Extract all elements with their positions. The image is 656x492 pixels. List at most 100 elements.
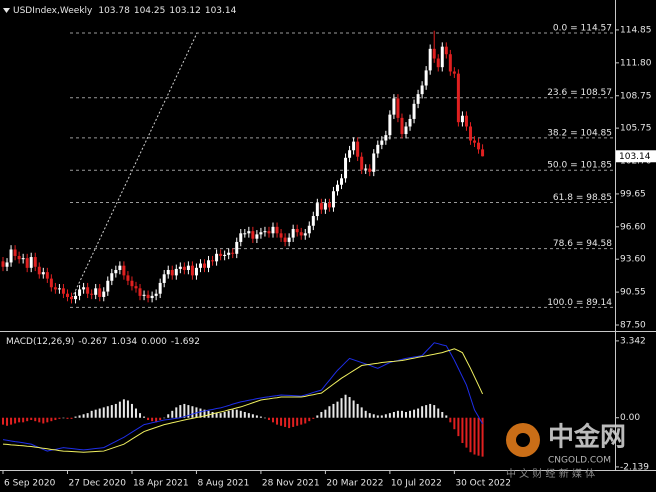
macd-histogram-bar: [6, 417, 9, 426]
candle-body: [291, 228, 295, 238]
macd-histogram-bar: [308, 417, 311, 422]
macd-histogram-bar: [38, 417, 41, 423]
candle-body: [134, 286, 138, 289]
macd-histogram-bar: [263, 417, 266, 419]
macd-histogram-bar: [171, 410, 174, 418]
macd-histogram-bar: [14, 417, 17, 424]
candle-body: [412, 103, 416, 119]
macd-histogram-bar: [453, 417, 456, 430]
candle-body: [368, 168, 372, 172]
macd-histogram-bar: [90, 410, 93, 418]
macd-histogram-bar: [134, 408, 137, 418]
candle-body: [90, 293, 94, 295]
macd-histogram-bar: [409, 410, 412, 418]
candle-body: [170, 269, 174, 276]
candle-body: [477, 142, 481, 150]
macd-histogram-bar: [167, 414, 170, 418]
candle-body: [456, 73, 460, 123]
macd-histogram-bar: [223, 411, 226, 418]
candle-body: [65, 293, 69, 297]
macd-histogram-bar: [392, 411, 395, 418]
candle-body: [364, 168, 368, 170]
readout: 1.034: [111, 337, 137, 347]
macd-histogram-bar: [417, 408, 420, 418]
watermark-brand: 中金网: [548, 422, 626, 453]
fib-label: 0.0 = 114.57: [553, 23, 612, 33]
macd-histogram-bar: [207, 410, 210, 418]
macd-line: [2, 342, 484, 452]
candle-body: [279, 233, 283, 238]
fib-label: 50.0 = 101.85: [547, 161, 612, 171]
candle-body: [49, 278, 53, 288]
macd-histogram-bar: [272, 417, 275, 423]
macd-histogram-bar: [296, 417, 299, 426]
candle-body: [473, 140, 477, 143]
macd-histogram-bar: [384, 414, 387, 418]
macd-histogram-bar: [219, 413, 222, 418]
readout: -0.267: [78, 337, 107, 347]
macd-histogram-bar: [340, 398, 343, 418]
candle-body: [21, 258, 25, 260]
candle-body: [299, 232, 303, 236]
macd-histogram-bar: [130, 403, 133, 418]
candle-body: [130, 280, 134, 287]
macd-histogram-bar: [78, 415, 81, 418]
macd-histogram-bar: [433, 405, 436, 418]
candle-body: [319, 203, 323, 210]
ohlc-low: 103.12: [169, 6, 201, 16]
candle-body: [53, 287, 57, 290]
candle-body: [315, 203, 319, 217]
macd-histogram-bar: [352, 400, 355, 418]
macd-histogram-bar: [368, 413, 371, 418]
candle-body: [468, 126, 472, 141]
macd-histogram-bar: [139, 413, 142, 418]
macd-histogram-bar: [304, 417, 307, 424]
candle-body: [203, 263, 206, 268]
candle-body: [396, 98, 400, 118]
macd-histogram-bar: [110, 405, 113, 418]
candle-body: [78, 289, 82, 296]
candle-body: [122, 265, 126, 276]
candle-body: [45, 272, 49, 279]
y-tick-label: 90.55: [620, 288, 646, 298]
candle-body: [247, 231, 251, 234]
macd-histogram-bar: [34, 417, 37, 422]
macd-histogram-bar: [332, 403, 335, 418]
candle-body: [388, 114, 392, 136]
watermark-site: CNGOLD.COM: [548, 456, 611, 466]
last-price-label: 103.14: [619, 152, 651, 162]
candle-body: [13, 249, 17, 256]
candle-body: [190, 265, 194, 276]
macd-histogram-bar: [376, 415, 379, 418]
candle-body: [303, 233, 307, 236]
candle-body: [287, 237, 291, 242]
macd-histogram-bar: [86, 413, 89, 418]
candle-body: [215, 253, 219, 262]
macd-histogram-bar: [336, 401, 339, 418]
readout: -1.692: [171, 337, 200, 347]
watermark: 中金网 CNGOLD.COM 中 文 财 经 新 媒 体: [506, 422, 626, 480]
y-tick-label: 0.00: [620, 413, 640, 423]
fib-label: 78.6 = 94.58: [553, 239, 612, 249]
candle-body: [440, 46, 444, 68]
y-tick-label: 105.75: [620, 124, 652, 134]
macd-histogram-bar: [364, 410, 367, 418]
candle-body: [198, 263, 202, 268]
candle-body: [295, 228, 299, 233]
macd-histogram-bar: [473, 417, 476, 455]
candle-body: [428, 48, 432, 71]
y-tick-label: 108.75: [620, 91, 652, 101]
candle-body: [82, 287, 86, 290]
macd-histogram-bar: [328, 406, 331, 418]
x-tick-label: 6 Sep 2020: [4, 479, 56, 489]
macd-histogram-bar: [251, 414, 254, 418]
macd-histogram-bar: [215, 413, 218, 418]
macd-histogram-bar: [122, 399, 125, 418]
candle-body: [335, 184, 339, 192]
macd-histogram-bar: [143, 416, 146, 418]
candle-body: [178, 266, 182, 269]
candle-body: [154, 293, 158, 296]
macd-histogram-bar: [477, 417, 480, 456]
macd-histogram-bar: [82, 414, 85, 418]
